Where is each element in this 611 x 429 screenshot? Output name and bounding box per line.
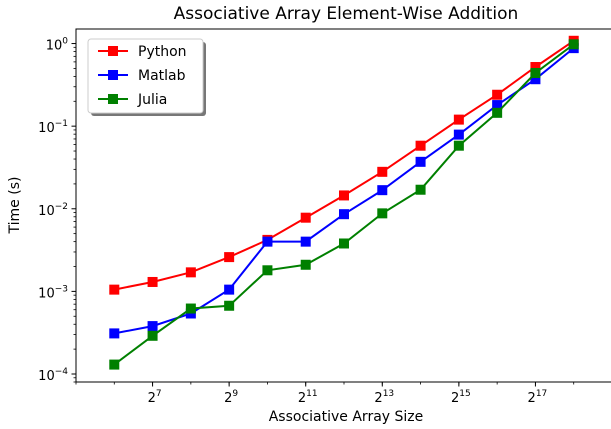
y-tick-label-exponent: −1: [55, 119, 68, 129]
data-point-python: [224, 252, 235, 263]
y-tick-label-exponent: −3: [55, 284, 68, 294]
data-point-python: [109, 284, 120, 295]
x-tick-label-base: 2: [374, 391, 382, 406]
data-point-julia: [147, 330, 158, 341]
data-point-matlab: [300, 236, 311, 247]
x-tick-label-exponent: 7: [156, 389, 162, 399]
data-point-julia: [300, 259, 311, 270]
data-point-python: [377, 166, 388, 177]
y-tick-label-base: 10: [38, 369, 55, 384]
x-tick-label: 215: [451, 389, 471, 406]
y-tick-label: 10−4: [38, 367, 68, 384]
data-point-matlab: [492, 100, 503, 111]
y-tick-label: 10−1: [38, 119, 68, 136]
legend: Python Matlab Julia: [87, 38, 206, 116]
x-tick-label: 27: [148, 389, 162, 406]
y-tick-label-base: 10: [38, 286, 55, 301]
data-point-julia: [415, 184, 426, 195]
data-point-julia: [530, 68, 541, 79]
x-axis: 27 29 211 213 215 217: [75, 382, 575, 406]
data-point-julia: [224, 300, 235, 311]
data-point-matlab: [262, 236, 273, 247]
data-point-matlab: [147, 321, 158, 332]
x-tick-label-exponent: 15: [459, 389, 470, 399]
data-point-python: [530, 62, 541, 73]
data-point-matlab: [109, 328, 120, 339]
x-axis-label: Associative Array Size: [269, 409, 424, 425]
data-point-julia: [492, 107, 503, 118]
y-tick-label-exponent: −4: [55, 367, 69, 377]
data-point-matlab: [339, 209, 349, 220]
x-tick-label: 29: [224, 389, 238, 406]
x-tick-label-base: 2: [528, 391, 536, 406]
y-tick-label-base: 10: [46, 39, 63, 54]
x-tick-label: 211: [298, 389, 318, 406]
x-tick-label-base: 2: [298, 391, 306, 406]
legend-marker-julia: [108, 94, 118, 104]
data-point-julia: [109, 359, 120, 370]
legend-label-python: Python: [138, 44, 187, 60]
y-tick-label-exponent: −2: [55, 202, 68, 212]
data-point-python: [415, 140, 426, 151]
x-tick-label-base: 2: [148, 391, 156, 406]
data-point-matlab: [224, 284, 235, 295]
data-point-julia: [339, 238, 349, 249]
legend-marker-python: [108, 46, 118, 56]
y-tick-label: 10−2: [38, 202, 68, 219]
data-point-python: [147, 276, 158, 287]
plot-area: [109, 35, 579, 370]
x-tick-label-exponent: 9: [232, 389, 238, 399]
data-point-matlab: [453, 129, 464, 140]
y-tick-label-exponent: 0: [62, 37, 68, 47]
x-tick-label: 217: [528, 389, 548, 406]
data-point-python: [339, 190, 349, 201]
data-point-julia: [377, 208, 388, 219]
data-point-python: [492, 89, 503, 100]
data-point-matlab: [415, 156, 426, 167]
chart-title: Associative Array Element-Wise Addition: [174, 4, 519, 24]
data-point-matlab: [377, 185, 388, 196]
x-tick-label-exponent: 17: [536, 389, 547, 399]
legend-marker-matlab: [108, 70, 118, 80]
data-point-julia: [262, 265, 273, 276]
data-point-julia: [185, 303, 196, 314]
data-point-julia: [453, 140, 464, 151]
data-point-python: [300, 212, 311, 223]
data-point-matlab: [530, 74, 541, 85]
data-point-julia: [568, 39, 579, 50]
x-tick-label-exponent: 11: [306, 389, 317, 399]
legend-label-julia: Julia: [137, 92, 167, 108]
y-tick-label-base: 10: [38, 204, 55, 219]
y-axis-label: Time (s): [7, 177, 23, 235]
x-tick-label: 213: [374, 389, 394, 406]
data-point-python: [453, 114, 464, 125]
y-tick-label: 10−3: [38, 284, 68, 301]
y-tick-label: 100: [46, 37, 69, 54]
x-tick-label-exponent: 13: [383, 389, 394, 399]
legend-label-matlab: Matlab: [138, 68, 186, 84]
y-tick-label-base: 10: [38, 121, 55, 136]
x-tick-label-base: 2: [224, 391, 232, 406]
x-tick-label-base: 2: [451, 391, 459, 406]
data-point-python: [185, 267, 196, 278]
